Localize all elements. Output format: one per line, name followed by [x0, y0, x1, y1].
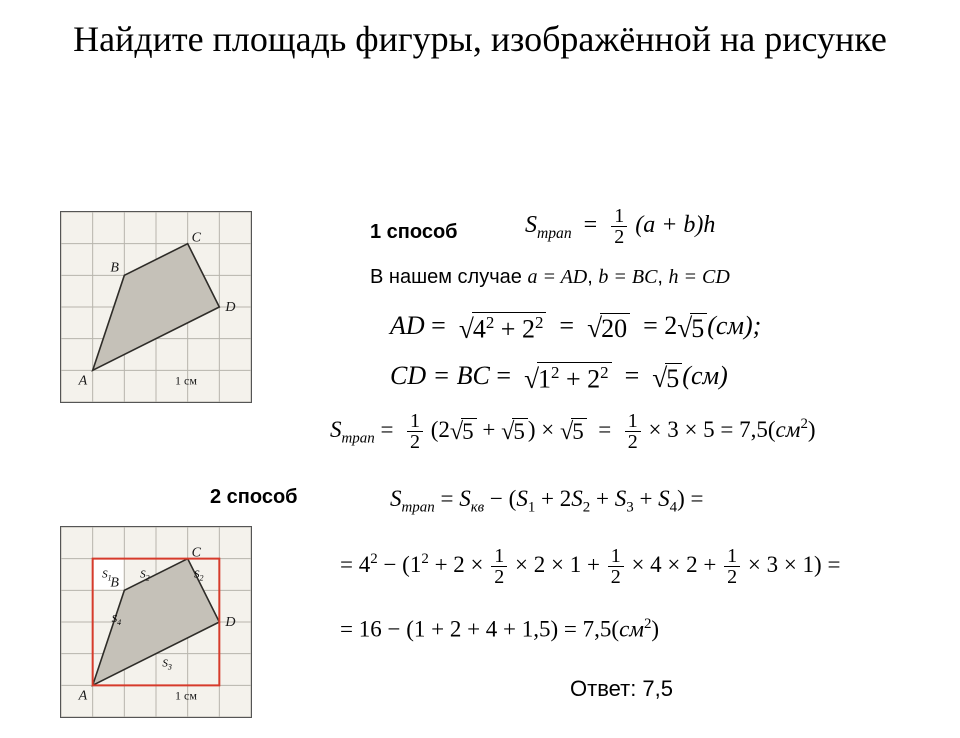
method1-label: 1 способ	[370, 221, 458, 244]
ad-lhs: AD	[390, 311, 425, 340]
sqrt-5b: 5	[652, 363, 682, 394]
svg-text:D: D	[224, 615, 235, 630]
formula-cd: CD = BC = 12 + 22 = 5(см)	[390, 361, 728, 394]
case-b: b = BC	[598, 266, 657, 288]
answer-text: Ответ: 7,5	[570, 676, 673, 702]
formula-ad: AD = 42 + 22 = 20 = 25(см);	[390, 311, 761, 344]
svg-text:S2: S2	[194, 569, 204, 583]
cd-lhs: CD = BC	[390, 361, 490, 390]
sqrt-20: 20	[587, 313, 630, 344]
frac-half-4: 12	[491, 546, 507, 587]
ad-unit: (см);	[707, 311, 761, 340]
figure-1: A B C D 1 см	[60, 211, 252, 403]
svg-text:B: B	[110, 261, 119, 276]
frac-half-1: 12	[611, 206, 627, 247]
formula-trap-num: Sтрап = 12 (25 + 5) × 5 = 12 × 3 × 5 = 7…	[330, 411, 816, 452]
svg-text:A: A	[78, 689, 88, 704]
frac-half-5: 12	[608, 546, 624, 587]
rhs-abh: (a + b)h	[635, 212, 715, 238]
sqrt-5a: 5	[677, 313, 707, 344]
two: 2	[664, 311, 677, 340]
case-text: В нашем случае a = AD, b = BC, h = CD	[370, 266, 730, 289]
figure-2: ABCD1 смS1S2S2S4S3	[60, 526, 252, 718]
page-title: Найдите площадь фигуры, изображённой на …	[40, 18, 920, 61]
svg-text:1 см: 1 см	[175, 374, 197, 388]
svg-text:A: A	[78, 374, 88, 389]
formula-m2-l2: = 42 − (12 + 2 × 12 × 2 × 1 + 12 × 4 × 2…	[340, 546, 840, 587]
cd-unit: (см)	[682, 361, 727, 390]
case-h: h = CD	[669, 266, 730, 288]
formula-trap-def: Sтрап = 12 (a + b)h	[525, 206, 715, 247]
formula-m2-l1: Sтрап = Sкв − (S1 + 2S2 + S3 + S4) =	[390, 486, 704, 517]
svg-text:B: B	[110, 576, 119, 591]
svg-text:C: C	[192, 231, 202, 246]
svg-text:1 см: 1 см	[175, 689, 197, 703]
svg-text:D: D	[224, 300, 235, 315]
svg-text:C: C	[192, 546, 202, 561]
frac-half-6: 12	[724, 546, 740, 587]
svg-text:S3: S3	[162, 658, 172, 672]
sub-trap: трап	[537, 225, 572, 242]
sqrt-cd1: 12 + 22	[524, 362, 612, 395]
case-prefix: В нашем случае	[370, 266, 527, 288]
svg-text:S2: S2	[140, 569, 150, 583]
frac-half-2: 12	[407, 411, 423, 452]
frac-half-3: 12	[625, 411, 641, 452]
method2-label: 2 способ	[210, 486, 298, 509]
formula-m2-l3: = 16 − (1 + 2 + 4 + 1,5) = 7,5(см2)	[340, 616, 659, 643]
sqrt-ad1: 42 + 22	[459, 312, 547, 345]
sym-s: S	[525, 212, 537, 238]
case-a: a = AD	[527, 266, 587, 288]
